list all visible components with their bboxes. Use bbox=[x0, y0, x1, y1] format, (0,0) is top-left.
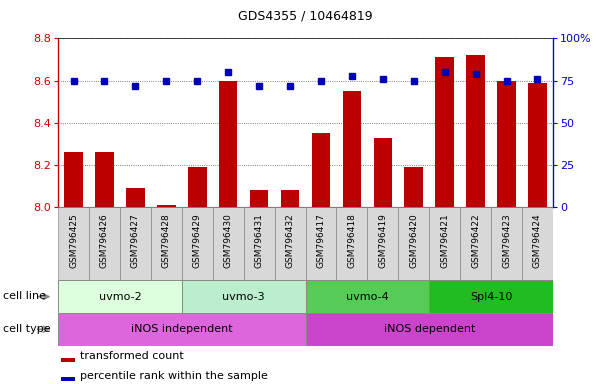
Bar bbox=[398, 207, 429, 280]
Text: GSM796428: GSM796428 bbox=[162, 213, 171, 268]
Text: GSM796422: GSM796422 bbox=[471, 213, 480, 268]
Bar bbox=[312, 134, 330, 207]
Bar bbox=[343, 91, 361, 207]
Text: GSM796426: GSM796426 bbox=[100, 213, 109, 268]
Text: GDS4355 / 10464819: GDS4355 / 10464819 bbox=[238, 10, 373, 23]
Bar bbox=[306, 280, 429, 313]
Text: GSM796430: GSM796430 bbox=[224, 213, 233, 268]
Bar bbox=[188, 167, 207, 207]
Bar bbox=[337, 207, 367, 280]
Text: transformed count: transformed count bbox=[80, 351, 184, 361]
Text: GSM796420: GSM796420 bbox=[409, 213, 419, 268]
Bar bbox=[126, 188, 145, 207]
Bar bbox=[219, 81, 238, 207]
Text: cell type: cell type bbox=[3, 324, 51, 334]
Text: GSM796425: GSM796425 bbox=[69, 213, 78, 268]
Bar bbox=[460, 207, 491, 280]
Text: iNOS dependent: iNOS dependent bbox=[384, 324, 475, 334]
Bar bbox=[157, 205, 175, 207]
Bar bbox=[429, 207, 460, 280]
Bar bbox=[120, 207, 151, 280]
Text: GSM796423: GSM796423 bbox=[502, 213, 511, 268]
Text: GSM796419: GSM796419 bbox=[378, 213, 387, 268]
Bar bbox=[182, 207, 213, 280]
Bar bbox=[436, 57, 454, 207]
Bar bbox=[306, 313, 553, 346]
Bar bbox=[58, 313, 306, 346]
Bar bbox=[522, 207, 553, 280]
Bar bbox=[429, 280, 553, 313]
Text: GSM796429: GSM796429 bbox=[192, 213, 202, 268]
Text: GSM796421: GSM796421 bbox=[440, 213, 449, 268]
Text: GSM796418: GSM796418 bbox=[348, 213, 356, 268]
Text: Spl4-10: Spl4-10 bbox=[470, 291, 512, 302]
Text: GSM796417: GSM796417 bbox=[316, 213, 326, 268]
Text: percentile rank within the sample: percentile rank within the sample bbox=[80, 371, 268, 381]
Text: uvmo-2: uvmo-2 bbox=[98, 291, 141, 302]
Bar bbox=[281, 190, 299, 207]
Text: GSM796424: GSM796424 bbox=[533, 213, 542, 268]
Bar bbox=[151, 207, 182, 280]
Bar bbox=[497, 81, 516, 207]
Bar bbox=[213, 207, 244, 280]
Bar bbox=[466, 55, 485, 207]
Bar bbox=[89, 207, 120, 280]
Bar bbox=[60, 377, 75, 381]
Text: uvmo-3: uvmo-3 bbox=[222, 291, 265, 302]
Bar bbox=[373, 137, 392, 207]
Bar bbox=[528, 83, 547, 207]
Text: GSM796427: GSM796427 bbox=[131, 213, 140, 268]
Bar bbox=[306, 207, 337, 280]
Bar bbox=[95, 152, 114, 207]
Bar bbox=[274, 207, 306, 280]
Text: cell line: cell line bbox=[3, 291, 46, 301]
Bar bbox=[367, 207, 398, 280]
Bar bbox=[491, 207, 522, 280]
Text: uvmo-4: uvmo-4 bbox=[346, 291, 389, 302]
Bar bbox=[404, 167, 423, 207]
Bar bbox=[58, 207, 89, 280]
Bar bbox=[250, 190, 268, 207]
Text: GSM796431: GSM796431 bbox=[255, 213, 263, 268]
Bar bbox=[58, 280, 182, 313]
Text: GSM796432: GSM796432 bbox=[285, 213, 295, 268]
Bar bbox=[182, 280, 306, 313]
Bar bbox=[244, 207, 274, 280]
Bar bbox=[60, 358, 75, 362]
Text: iNOS independent: iNOS independent bbox=[131, 324, 233, 334]
Bar bbox=[64, 152, 83, 207]
